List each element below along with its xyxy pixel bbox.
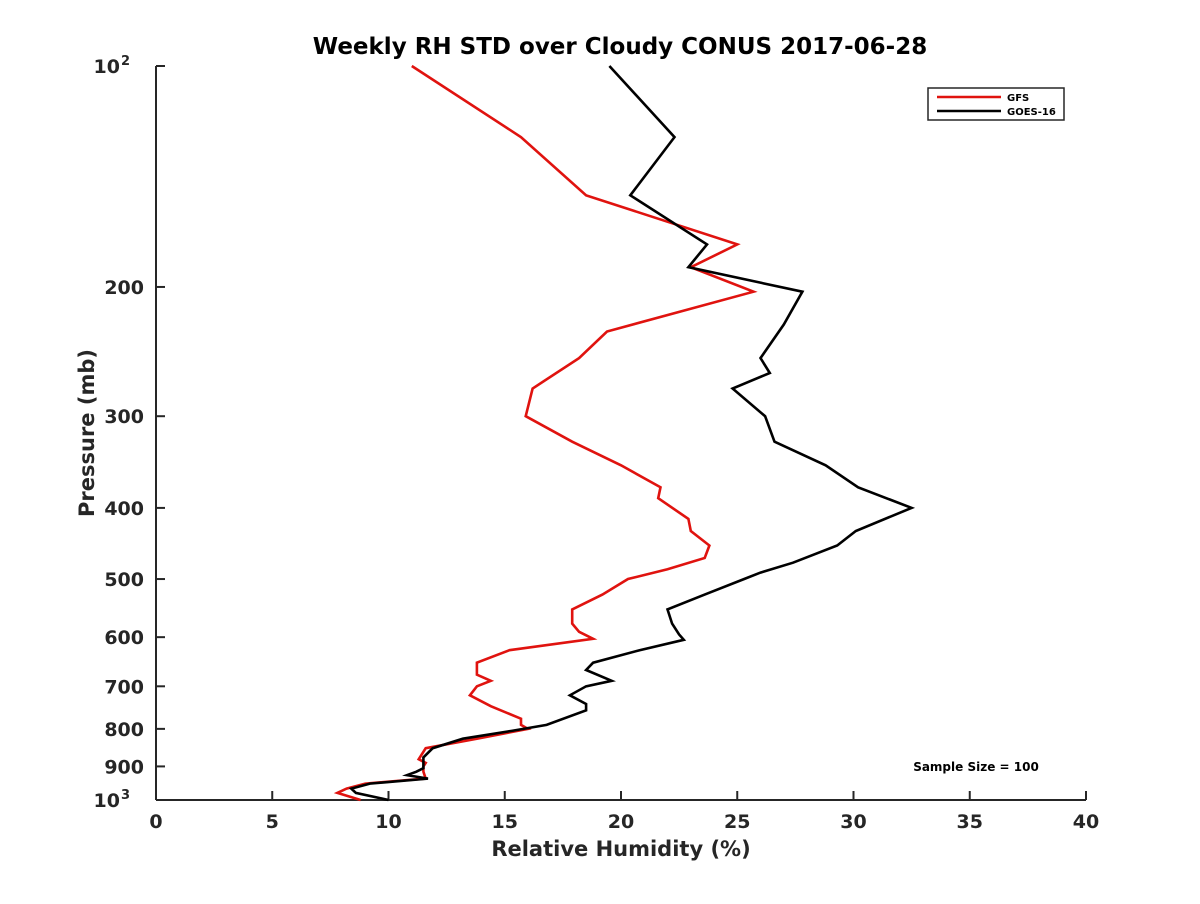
x-tick-label: 25 <box>724 811 750 833</box>
x-tick-label: 0 <box>149 811 162 833</box>
x-tick-label: 15 <box>492 811 518 833</box>
y-tick-label: 10 <box>94 56 120 78</box>
legend-box <box>927 87 1065 121</box>
y-tick-label: 300 <box>104 406 144 428</box>
x-tick-label: 40 <box>1073 811 1099 833</box>
x-tick-label: 20 <box>608 811 634 833</box>
legend-label: GOES-16 <box>1007 107 1056 118</box>
series-lines <box>333 64 916 802</box>
y-tick-label: 900 <box>104 756 144 778</box>
x-axis-title: Relative Humidity (%) <box>491 837 750 861</box>
y-tick-label: 700 <box>104 676 144 698</box>
chart-title: Weekly RH STD over Cloudy CONUS 2017-06-… <box>313 34 927 60</box>
plot-area <box>155 66 1086 801</box>
x-axis-ticks: 0 5 10 15 20 25 30 35 40 <box>149 791 1099 833</box>
y-tick-label: 400 <box>104 498 144 520</box>
y-tick-label: 500 <box>104 569 144 591</box>
y-tick-label: 800 <box>104 719 144 741</box>
x-tick-label: 30 <box>840 811 866 833</box>
y-tick-exponent: 3 <box>121 788 130 803</box>
y-axis-title: Pressure (mb) <box>75 349 99 517</box>
x-tick-label: 5 <box>266 811 279 833</box>
series-line-goes-16 <box>348 65 916 802</box>
series-line-gfs <box>333 64 758 802</box>
y-tick-exponent: 2 <box>121 54 130 69</box>
y-tick-label: 200 <box>104 277 144 299</box>
y-tick-label: 10 <box>94 790 120 812</box>
x-tick-label: 10 <box>375 811 401 833</box>
x-tick-label: 35 <box>957 811 983 833</box>
legend: GFS GOES-16 <box>927 87 1065 121</box>
legend-label: GFS <box>1007 93 1029 104</box>
y-tick-label: 600 <box>104 627 144 649</box>
sample-size-annotation: Sample Size = 100 <box>913 760 1039 774</box>
